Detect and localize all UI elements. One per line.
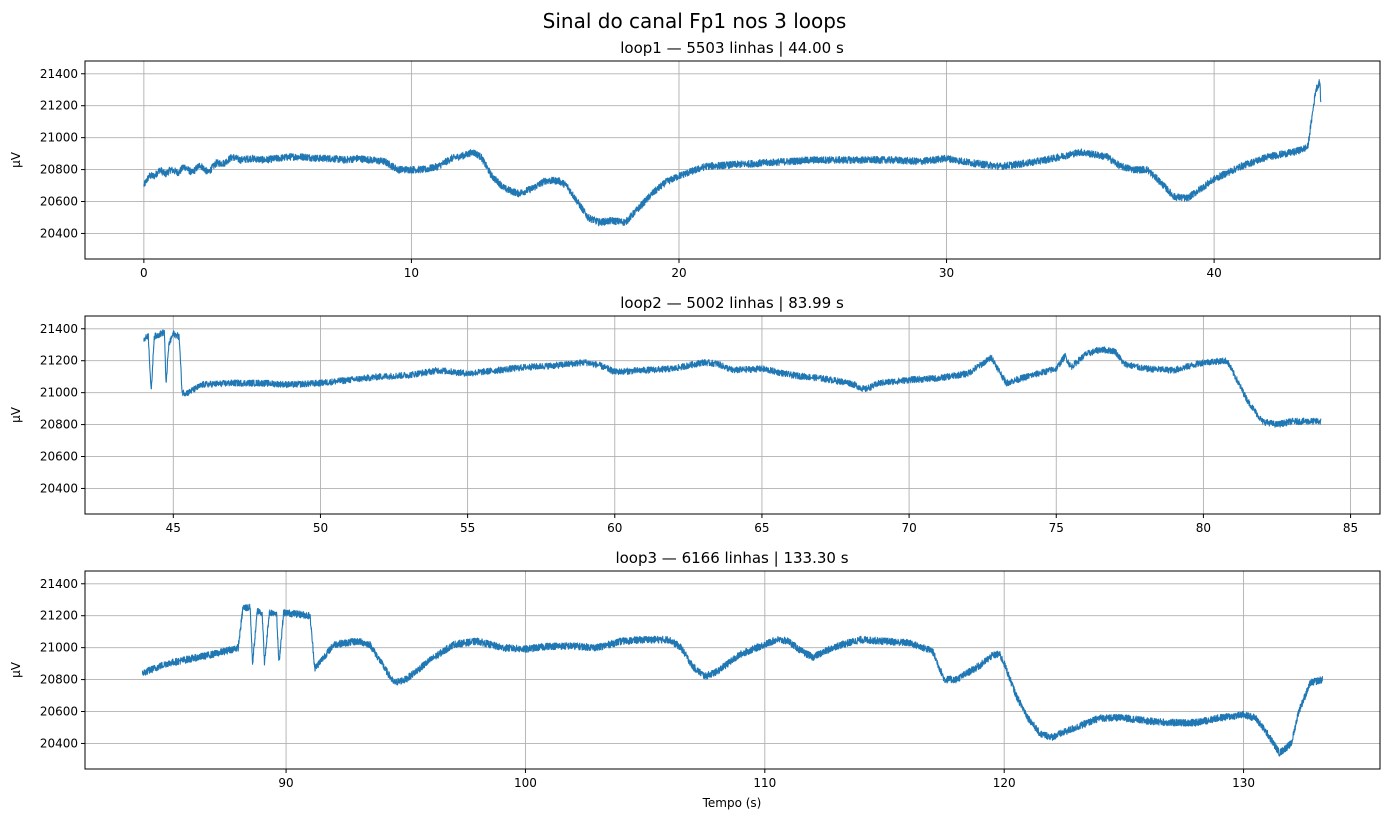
panel-title: loop2 — 5002 linhas | 83.99 s <box>620 294 844 312</box>
x-tick-label: 45 <box>166 521 181 535</box>
y-tick-label: 20600 <box>40 705 78 719</box>
x-tick-label: 50 <box>313 521 328 535</box>
x-tick-label: 80 <box>1196 521 1211 535</box>
x-tick-label: 130 <box>1232 776 1255 790</box>
y-tick-label: 20800 <box>40 673 78 687</box>
axes-frame <box>84 315 1381 515</box>
grid <box>85 571 1380 769</box>
y-tick-label: 21200 <box>40 609 78 623</box>
signal-series <box>143 329 1322 428</box>
y-tick-label: 20600 <box>40 450 78 464</box>
x-axis-label: Tempo (s) <box>702 796 762 810</box>
x-tick-label: 110 <box>753 776 776 790</box>
x-tick-label: 10 <box>404 266 419 280</box>
y-axis-label: μV <box>9 406 23 423</box>
y-tick-label: 21200 <box>40 99 78 113</box>
y-tick-label: 21400 <box>40 322 78 336</box>
signal-series <box>141 603 1324 757</box>
x-tick-label: 85 <box>1343 521 1358 535</box>
x-tick-label: 75 <box>1049 521 1064 535</box>
x-tick-label: 0 <box>140 266 148 280</box>
y-tick-label: 21400 <box>40 577 78 591</box>
x-tick-label: 30 <box>939 266 954 280</box>
grid <box>85 61 1380 259</box>
x-tick-label: 100 <box>514 776 537 790</box>
signal-series <box>143 79 1322 227</box>
y-tick-label: 20400 <box>40 226 78 240</box>
grid <box>85 316 1380 514</box>
y-tick-label: 21400 <box>40 67 78 81</box>
y-tick-label: 21000 <box>40 386 78 400</box>
panel-title: loop1 — 5503 linhas | 44.00 s <box>620 39 844 57</box>
x-tick-label: 70 <box>901 521 916 535</box>
x-tick-label: 120 <box>993 776 1016 790</box>
y-tick-label: 20800 <box>40 418 78 432</box>
panel-loop2: loop2 — 5002 linhas | 83.99 s μV 45 50 55 6… <box>9 294 1381 535</box>
y-tick-label: 20800 <box>40 163 78 177</box>
figure-title: Sinal do canal Fp1 nos 3 loops <box>543 9 847 33</box>
y-tick-label: 20400 <box>40 481 78 495</box>
y-tick-label: 21200 <box>40 354 78 368</box>
y-axis-label: μV <box>9 661 23 678</box>
x-tick-label: 55 <box>460 521 475 535</box>
y-tick-label: 21000 <box>40 641 78 655</box>
y-tick-label: 20600 <box>40 195 78 209</box>
panel-loop3: loop3 — 6166 linhas | 133.30 s μV Tempo … <box>9 549 1381 810</box>
x-tick-label: 65 <box>754 521 769 535</box>
x-tick-label: 90 <box>278 776 293 790</box>
x-tick-label: 60 <box>607 521 622 535</box>
y-axis-label: μV <box>9 151 23 168</box>
axes-frame <box>84 60 1381 260</box>
panel-loop1: loop1 — 5503 linhas | 44.00 s μV 0 10 20 30… <box>9 39 1381 280</box>
axes-frame <box>84 570 1381 770</box>
x-tick-label: 20 <box>671 266 686 280</box>
y-tick-label: 21000 <box>40 131 78 145</box>
y-tick-label: 20400 <box>40 736 78 750</box>
x-tick-label: 40 <box>1206 266 1221 280</box>
panel-title: loop3 — 6166 linhas | 133.30 s <box>615 549 848 567</box>
